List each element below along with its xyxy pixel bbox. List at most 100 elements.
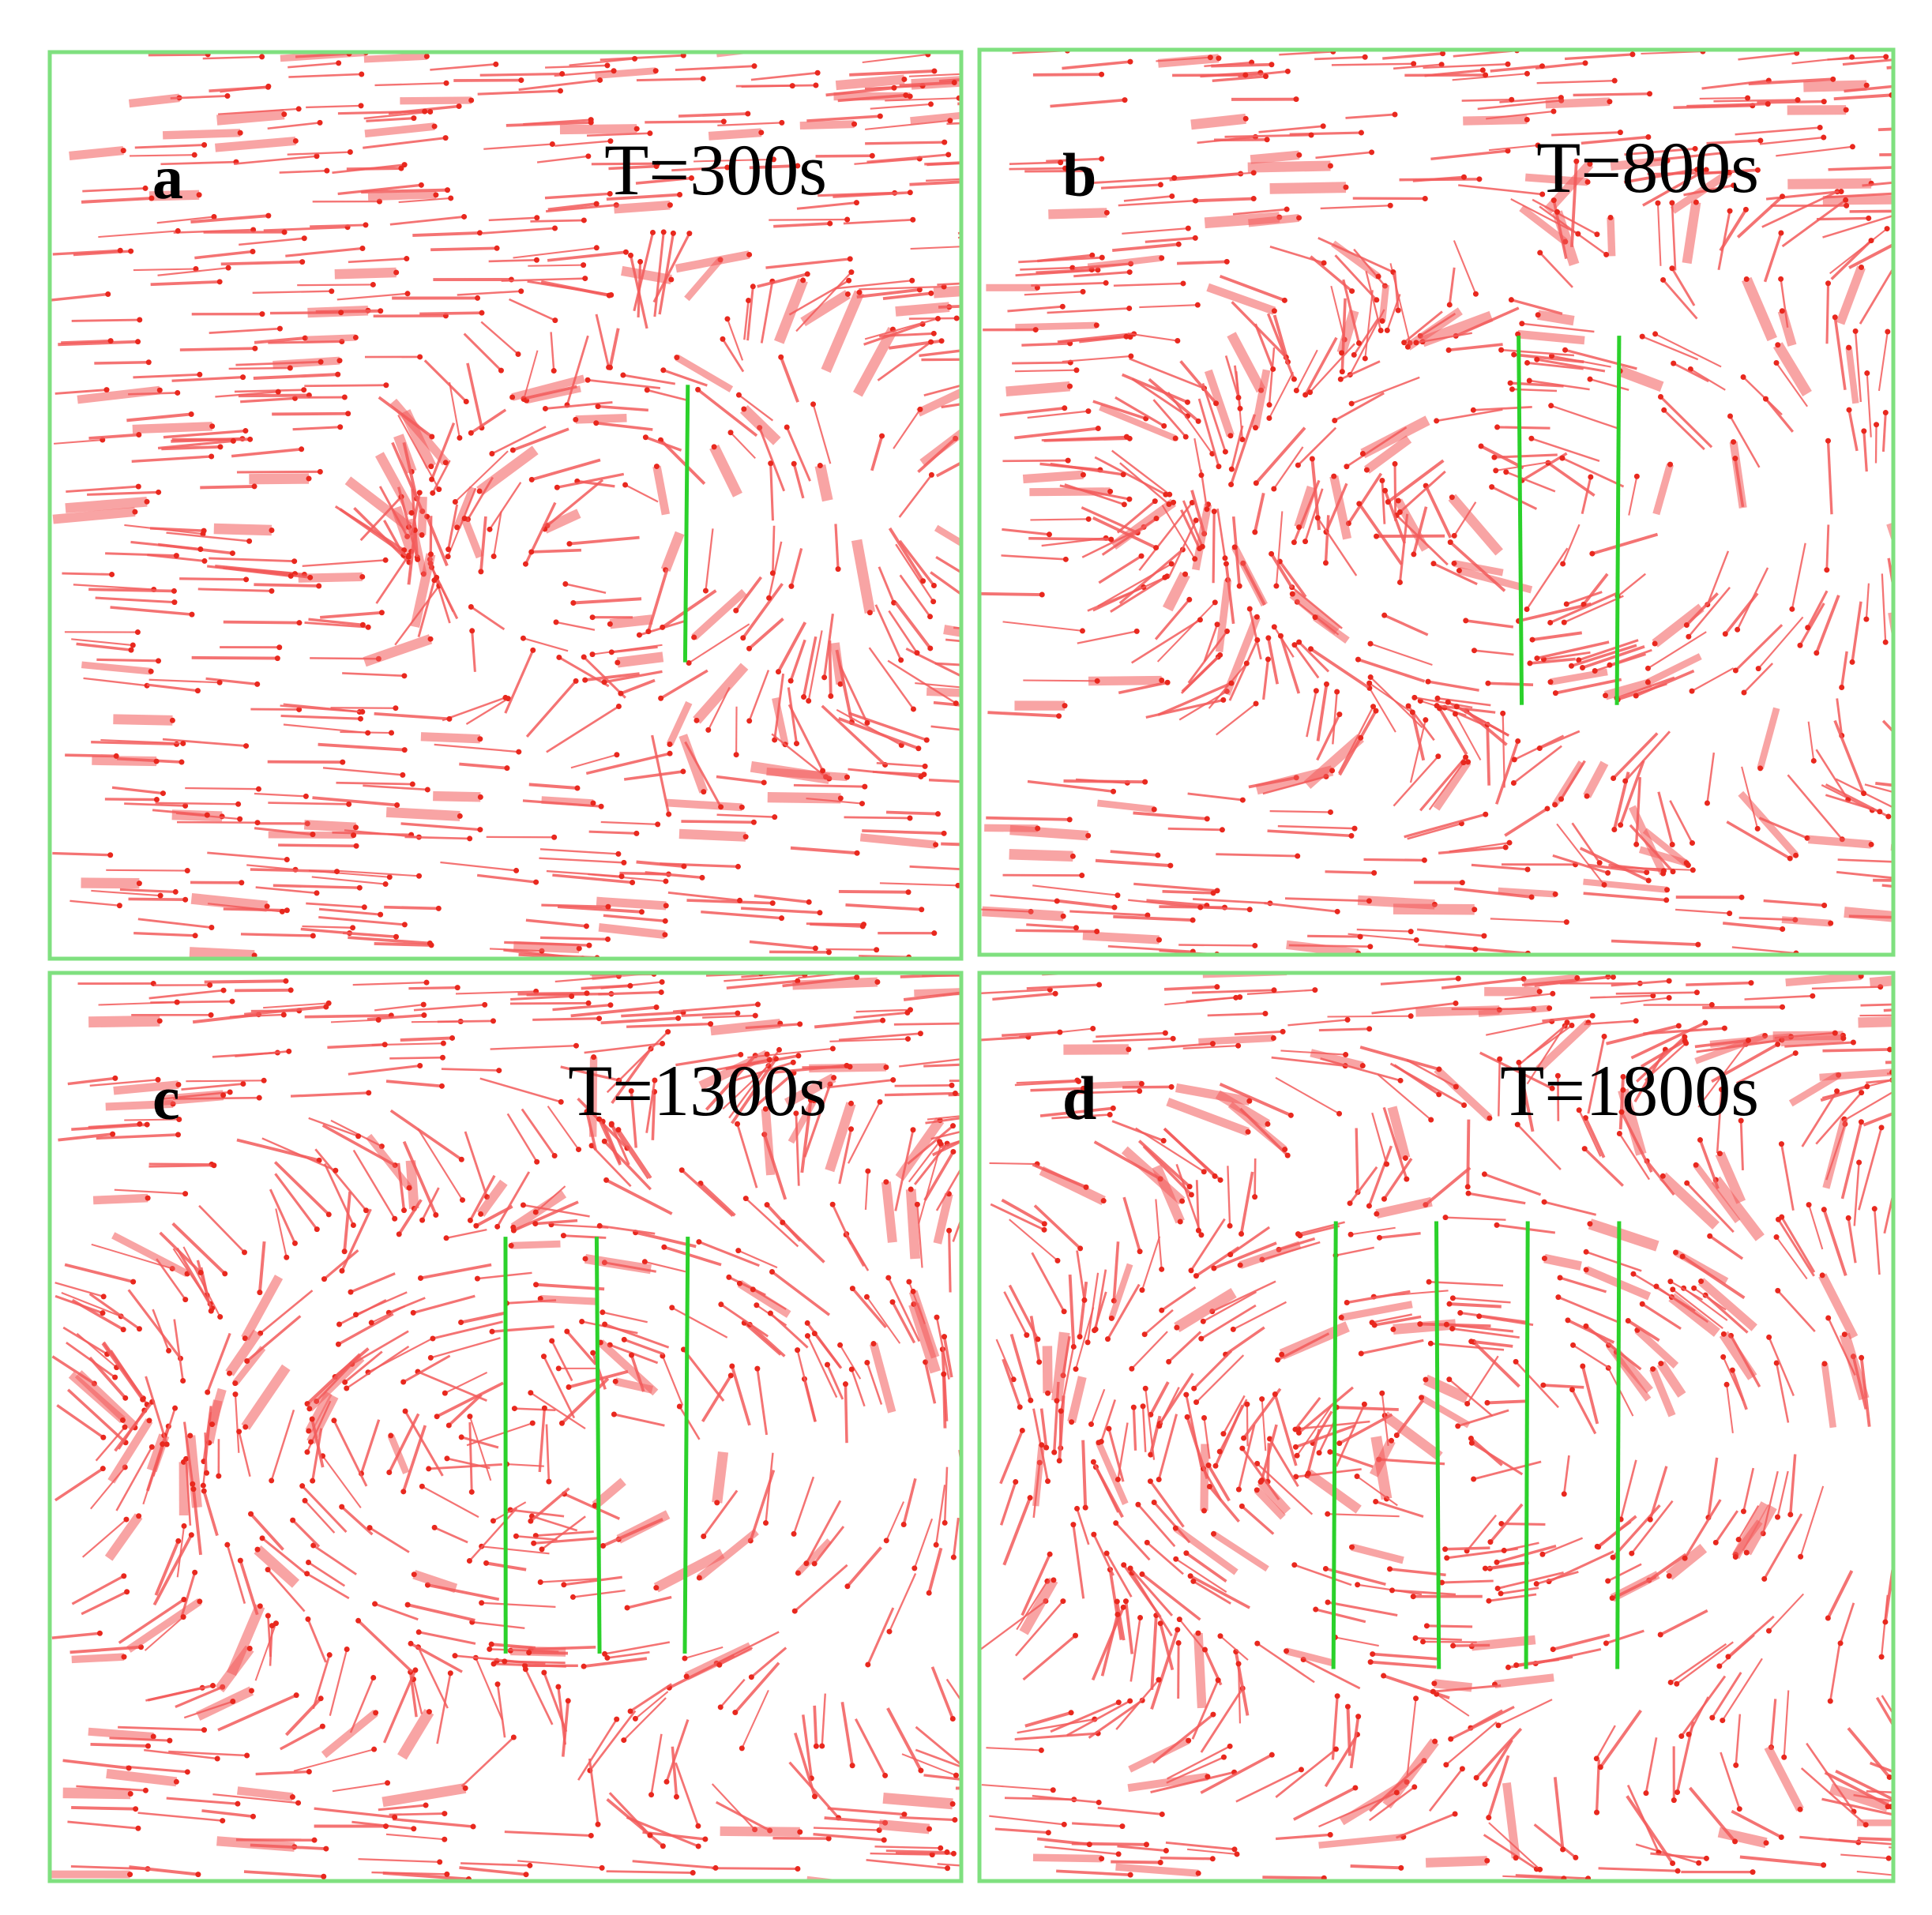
vector-head: [1868, 238, 1874, 244]
flow-vector: [1320, 1057, 1401, 1082]
flow-vector: [1114, 396, 1165, 427]
vector-head: [1877, 809, 1883, 815]
flow-vector: [1030, 518, 1089, 521]
vector-head: [144, 1121, 150, 1128]
flow-vector: [1047, 307, 1130, 314]
flow-vector: [1862, 181, 1893, 187]
flow-vector: [1833, 719, 1866, 794]
vector-head: [1222, 555, 1228, 561]
flow-vector: [401, 1425, 427, 1493]
flow-vector: [1610, 156, 1668, 171]
vector-head: [618, 690, 624, 697]
vector-head: [1912, 231, 1918, 236]
flow-vector: [1092, 400, 1147, 420]
vector-head: [1157, 1860, 1163, 1866]
flow-vector: [1471, 1441, 1524, 1476]
flow-vector: [1009, 161, 1061, 165]
vector-head: [309, 1416, 315, 1422]
vector-head: [435, 905, 442, 911]
flow-vector: [1686, 102, 1768, 108]
vector-head: [1000, 158, 1005, 163]
vector-head: [1692, 145, 1698, 152]
vector-head: [951, 80, 957, 86]
flow-vector: [1200, 1444, 1209, 1511]
flow-vector: [584, 672, 640, 682]
flow-vector: [329, 1649, 348, 1716]
vector-head: [1657, 1632, 1663, 1638]
flow-vector: [681, 1169, 734, 1218]
flow-vector: [835, 74, 905, 91]
vector-head: [449, 1034, 456, 1041]
vector-head: [819, 1743, 825, 1749]
flow-vector: [118, 1725, 205, 1732]
flow-vector: [489, 482, 522, 530]
vector-head: [216, 679, 223, 685]
flow-vector: [1726, 1384, 1734, 1433]
vector-head: [848, 1126, 855, 1132]
flow-vector: [107, 1418, 153, 1484]
vector-head: [1084, 1339, 1091, 1346]
vector-head: [353, 843, 359, 849]
flow-vector: [1731, 1501, 1769, 1560]
vector-head: [1137, 1615, 1144, 1621]
vector-head: [665, 1029, 671, 1035]
flow-vector: [1441, 977, 1524, 989]
flow-vector: [1020, 266, 1073, 271]
flow-vector: [1619, 1459, 1637, 1520]
vector-head: [1266, 415, 1272, 421]
flow-vector: [1275, 1076, 1340, 1115]
flow-vector: [600, 1224, 656, 1235]
vector-head: [1643, 1790, 1649, 1797]
vector-head: [790, 1059, 796, 1065]
flow-vector: [741, 84, 793, 88]
vector-head: [304, 1449, 310, 1455]
flow-vector: [1776, 1236, 1808, 1280]
flow-vector: [1707, 1457, 1719, 1519]
vector-head: [1789, 606, 1795, 612]
vector-head: [590, 1350, 596, 1356]
flow-vector: [1212, 1530, 1269, 1572]
flow-vector: [330, 1019, 379, 1023]
vector-head: [1254, 1487, 1260, 1493]
flow-vector: [1349, 1716, 1360, 1769]
vector-head: [1220, 697, 1227, 703]
vector-head: [607, 138, 614, 145]
flow-vector: [523, 385, 577, 400]
flow-vector: [1457, 1409, 1509, 1428]
vector-head: [281, 111, 288, 118]
flow-vector: [1015, 321, 1097, 331]
vector-head: [1133, 628, 1140, 634]
vector-head: [1587, 376, 1593, 382]
flow-vector: [1627, 1319, 1660, 1342]
vector-head: [1361, 1401, 1367, 1407]
flow-vector: [792, 463, 805, 499]
flow-vector: [166, 531, 250, 543]
flow-vector: [306, 1353, 362, 1406]
flow-vector: [928, 779, 961, 783]
flow-vector: [464, 1131, 488, 1198]
vector-head: [1272, 1391, 1278, 1397]
flow-vector: [1360, 1339, 1424, 1355]
vector-head: [941, 1371, 947, 1377]
vector-head: [135, 339, 141, 345]
flow-vector: [1131, 377, 1189, 418]
vector-head: [570, 600, 577, 606]
vector-head: [1558, 796, 1565, 802]
vector-head: [763, 1520, 769, 1526]
vector-head: [1061, 1309, 1067, 1315]
flow-vector: [1501, 348, 1575, 357]
flow-vector: [989, 1815, 1065, 1826]
vector-head: [1513, 1358, 1519, 1365]
vector-head: [804, 1320, 810, 1326]
vector-head: [778, 354, 784, 360]
flow-vector: [787, 704, 824, 772]
flow-vector: [1539, 730, 1581, 749]
vector-head: [1675, 1789, 1681, 1796]
vector-head: [358, 103, 364, 109]
flow-vector: [129, 154, 195, 157]
flow-vector: [1409, 719, 1426, 783]
vector-head: [1446, 1376, 1453, 1383]
flow-vector: [310, 1418, 325, 1468]
vector-head: [1491, 454, 1498, 460]
vector-head: [1460, 174, 1467, 180]
